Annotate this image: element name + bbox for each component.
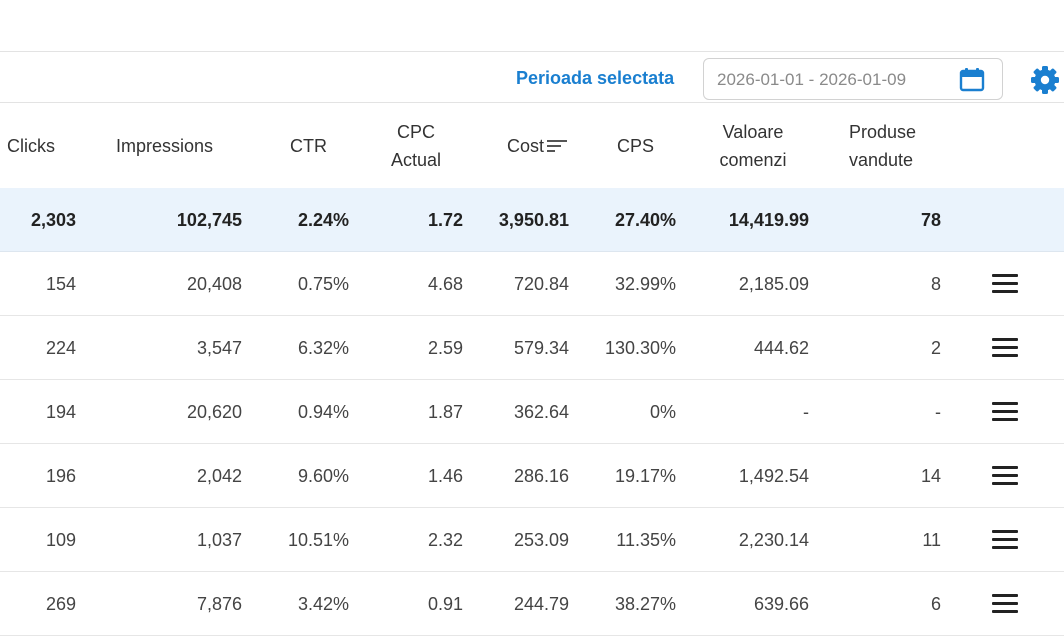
table-header: Clicks Impressions CTR CPC Actual Cost CP… bbox=[0, 103, 1064, 188]
cell-ctr: 9.60% bbox=[297, 466, 349, 486]
col-impressions[interactable]: Impressions bbox=[116, 135, 214, 156]
cell-cps: 130.30% bbox=[604, 338, 676, 358]
col-valoare-line2: comenzi bbox=[719, 149, 787, 170]
cell-cost: 720.84 bbox=[513, 274, 569, 294]
period-bar: Perioada selectata 2026-01-01 - 2026-01-… bbox=[0, 52, 1064, 103]
cell-cpc: 1.87 bbox=[427, 402, 463, 422]
period-label: Perioada selectata bbox=[516, 68, 675, 88]
total-row: 2,303 102,745 2.24% 1.72 3,950.81 27.40%… bbox=[0, 188, 1064, 252]
cell-ctr: 0.75% bbox=[297, 274, 349, 294]
col-valoare-line1: Valoare bbox=[722, 121, 784, 142]
cell-valoare: 2,185.09 bbox=[738, 274, 809, 294]
table-row[interactable]: 269 7,876 3.42% 0.91 244.79 38.27% 639.66 6 bbox=[0, 572, 1064, 636]
col-cpc-line1: CPC bbox=[396, 121, 435, 142]
col-produse-vandute[interactable]: Produse vandute bbox=[849, 103, 916, 188]
menu-icon[interactable] bbox=[992, 530, 1018, 550]
col-produse-line1: Produse bbox=[849, 121, 917, 142]
total-cost: 3,950.81 bbox=[498, 210, 569, 230]
cell-cost: 253.09 bbox=[513, 530, 569, 550]
col-ctr[interactable]: CTR bbox=[290, 135, 327, 156]
cell-cost: 286.16 bbox=[513, 466, 569, 486]
gear-icon[interactable] bbox=[1030, 65, 1060, 95]
total-produse: 78 bbox=[920, 210, 941, 230]
stats-table: Clicks Impressions CTR CPC Actual Cost CP… bbox=[0, 103, 1064, 636]
cell-clicks: 154 bbox=[45, 274, 76, 294]
cell-cpc: 4.68 bbox=[427, 274, 463, 294]
cell-clicks: 196 bbox=[45, 466, 76, 486]
cell-produse: 14 bbox=[920, 466, 941, 486]
col-cpc-actual[interactable]: CPC Actual bbox=[376, 103, 456, 188]
date-range-value[interactable]: 2026-01-01 - 2026-01-09 bbox=[717, 70, 907, 89]
menu-icon[interactable] bbox=[992, 402, 1018, 422]
total-clicks: 2,303 bbox=[30, 210, 76, 230]
total-cpc: 1.72 bbox=[427, 210, 463, 230]
cell-cost: 362.64 bbox=[513, 402, 569, 422]
cell-cost: 244.79 bbox=[513, 594, 569, 614]
cell-cpc: 0.91 bbox=[427, 594, 463, 614]
cell-produse: 8 bbox=[930, 274, 941, 294]
cell-valoare: 1,492.54 bbox=[738, 466, 809, 486]
cell-impressions: 7,876 bbox=[196, 594, 242, 614]
cell-cost: 579.34 bbox=[513, 338, 569, 358]
top-bar bbox=[0, 0, 1064, 52]
col-cost[interactable]: Cost bbox=[507, 103, 568, 188]
col-cps[interactable]: CPS bbox=[617, 135, 655, 156]
cell-cps: 0% bbox=[649, 402, 676, 422]
cell-clicks: 269 bbox=[45, 594, 76, 614]
cell-ctr: 10.51% bbox=[287, 530, 349, 550]
menu-icon[interactable] bbox=[992, 466, 1018, 486]
col-clicks[interactable]: Clicks bbox=[7, 135, 55, 156]
table-row[interactable]: 194 20,620 0.94% 1.87 362.64 0% - - bbox=[0, 380, 1064, 444]
cell-produse: - bbox=[935, 402, 941, 422]
cell-ctr: 6.32% bbox=[297, 338, 349, 358]
cell-produse: 11 bbox=[922, 530, 941, 550]
date-range-picker[interactable]: 2026-01-01 - 2026-01-09 bbox=[703, 58, 1003, 100]
cell-valoare: 2,230.14 bbox=[738, 530, 809, 550]
table-row[interactable]: 224 3,547 6.32% 2.59 579.34 130.30% 444.62 2 bbox=[0, 316, 1064, 380]
cell-valoare: 639.66 bbox=[753, 594, 809, 614]
table-row[interactable]: 109 1,037 10.51% 2.32 253.09 11.35% 2,230.14 11 bbox=[0, 508, 1064, 572]
cell-clicks: 194 bbox=[45, 402, 76, 422]
cell-ctr: 0.94% bbox=[297, 402, 349, 422]
cell-cpc: 2.32 bbox=[427, 530, 463, 550]
total-impressions: 102,745 bbox=[176, 210, 242, 230]
cell-clicks: 224 bbox=[45, 338, 76, 358]
cell-ctr: 3.42% bbox=[297, 594, 349, 614]
col-produse-line2: vandute bbox=[849, 149, 914, 170]
cell-cpc: 1.46 bbox=[427, 466, 463, 486]
cell-produse: 2 bbox=[930, 338, 941, 358]
col-cost-label: Cost bbox=[507, 135, 545, 156]
cell-impressions: 1,037 bbox=[196, 530, 242, 550]
cell-impressions: 3,547 bbox=[196, 338, 242, 358]
total-ctr: 2.24% bbox=[297, 210, 349, 230]
cell-cpc: 2.59 bbox=[427, 338, 463, 358]
menu-icon[interactable] bbox=[992, 594, 1018, 614]
table-row[interactable]: 154 20,408 0.75% 4.68 720.84 32.99% 2,185.09 8 bbox=[0, 252, 1064, 316]
total-cps: 27.40% bbox=[614, 210, 676, 230]
col-cpc-line2: Actual bbox=[390, 149, 442, 170]
cell-cps: 32.99% bbox=[614, 274, 676, 294]
cell-cps: 11.35% bbox=[616, 530, 676, 550]
cell-impressions: 20,408 bbox=[186, 274, 242, 294]
total-valoare: 14,419.99 bbox=[728, 210, 809, 230]
cell-valoare: 444.62 bbox=[753, 338, 809, 358]
sort-icon[interactable] bbox=[546, 139, 568, 153]
cell-impressions: 2,042 bbox=[196, 466, 242, 486]
col-valoare-comenzi[interactable]: Valoare comenzi bbox=[708, 103, 798, 188]
cell-clicks: 109 bbox=[45, 530, 76, 550]
cell-cps: 19.17% bbox=[614, 466, 676, 486]
menu-icon[interactable] bbox=[992, 274, 1018, 294]
cell-valoare: - bbox=[803, 402, 809, 422]
calendar-icon[interactable] bbox=[958, 67, 986, 93]
menu-icon[interactable] bbox=[992, 338, 1018, 358]
cell-impressions: 20,620 bbox=[186, 402, 242, 422]
cell-cps: 38.27% bbox=[614, 594, 676, 614]
table-row[interactable]: 196 2,042 9.60% 1.46 286.16 19.17% 1,492.54 14 bbox=[0, 444, 1064, 508]
cell-produse: 6 bbox=[930, 594, 941, 614]
